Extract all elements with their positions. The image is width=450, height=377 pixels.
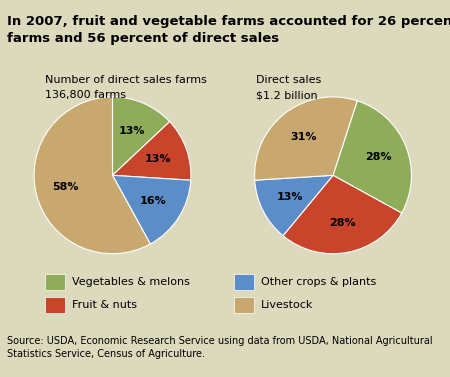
Text: $1.2 billion: $1.2 billion [256,90,318,101]
Text: 136,800 farms: 136,800 farms [45,90,126,101]
Wedge shape [112,175,191,244]
Text: Other crops & plants: Other crops & plants [261,277,376,287]
Wedge shape [112,97,170,175]
Text: 58%: 58% [52,182,79,192]
Text: Source: USDA, Economic Research Service using data from USDA, National Agricultu: Source: USDA, Economic Research Service … [7,336,432,359]
Text: 16%: 16% [140,196,167,206]
Wedge shape [283,175,402,254]
Text: 13%: 13% [145,154,171,164]
Text: 13%: 13% [276,192,303,202]
Text: 28%: 28% [329,218,356,228]
Text: 28%: 28% [365,152,392,162]
Wedge shape [112,122,191,180]
Wedge shape [255,97,357,180]
Text: Fruit & nuts: Fruit & nuts [72,300,137,310]
Text: Livestock: Livestock [261,300,313,310]
Text: Direct sales: Direct sales [256,75,322,86]
Wedge shape [333,101,411,213]
Text: Vegetables & melons: Vegetables & melons [72,277,190,287]
Text: 13%: 13% [118,126,145,136]
Text: Number of direct sales farms: Number of direct sales farms [45,75,207,86]
Text: 31%: 31% [290,132,316,142]
Wedge shape [34,97,150,254]
Wedge shape [255,175,333,236]
Text: In 2007, fruit and vegetable farms accounted for 26 percent of direct sales
farm: In 2007, fruit and vegetable farms accou… [7,15,450,45]
